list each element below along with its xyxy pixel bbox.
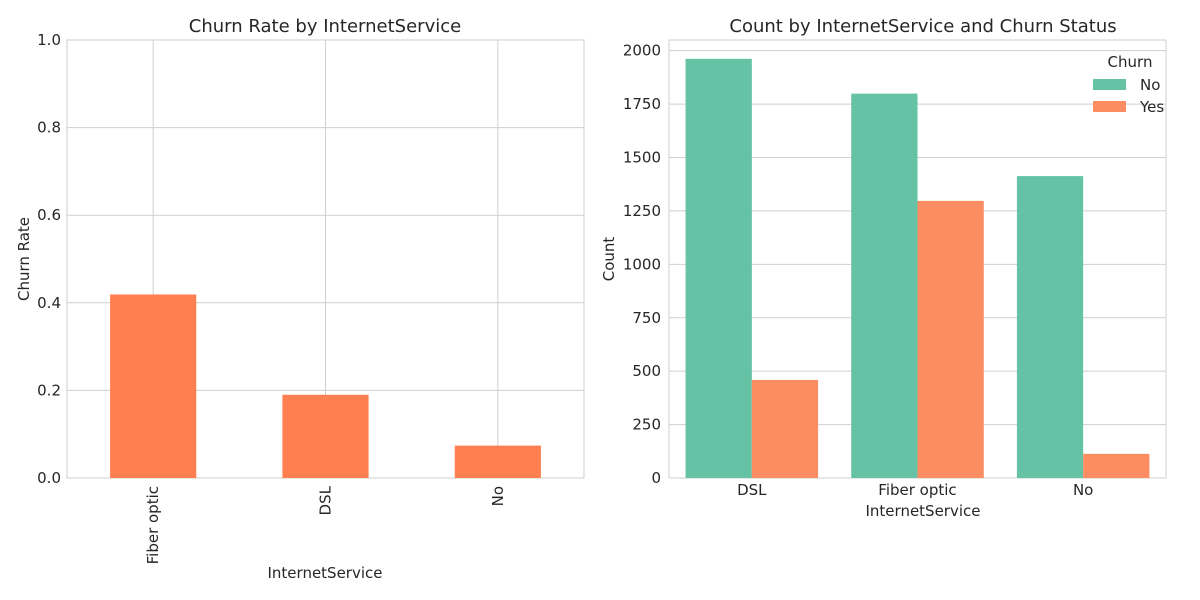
bars [110, 294, 541, 478]
y-tick-labels: 0 250 500 750 1000 1250 1500 1750 2000 [623, 42, 661, 487]
y-tick-label: 0.8 [37, 119, 61, 137]
y-tick-label: 0.4 [37, 294, 61, 312]
x-tick-labels: Fiber optic DSL No [144, 485, 507, 564]
bar [851, 93, 918, 478]
x-tick-labels: DSL Fiber optic No [737, 481, 1093, 499]
x-tick-label: Fiber optic [144, 486, 162, 564]
y-tick-label: 500 [632, 362, 661, 380]
y-tick-label: 1750 [623, 95, 661, 113]
legend-swatch [1093, 101, 1126, 112]
y-tick-label: 1500 [623, 149, 661, 167]
bar [110, 294, 197, 478]
y-tick-label: 250 [632, 416, 661, 434]
x-axis-label: InternetService [268, 564, 383, 582]
x-tick-label: Fiber optic [878, 481, 956, 499]
chart-title: Count by InternetService and Churn Statu… [729, 16, 1116, 37]
y-tick-label: 0.6 [37, 206, 61, 224]
y-tick-label: 2000 [623, 42, 661, 60]
legend-label: No [1140, 76, 1160, 94]
legend: Churn No Yes [1093, 53, 1164, 116]
legend-swatch [1093, 79, 1126, 90]
bar [1016, 176, 1084, 478]
churn-rate-chart: Churn Rate by InternetService 0.00.20.40… [15, 16, 585, 582]
y-tick-labels: 0.0 0.2 0.4 0.6 0.8 1.0 [37, 31, 61, 487]
x-tick-label: No [1073, 481, 1093, 499]
y-tick-label: 0 [651, 469, 661, 487]
bars [685, 58, 1150, 479]
bar [1083, 453, 1150, 478]
y-tick-label: 0.0 [37, 469, 61, 487]
bar [917, 200, 984, 478]
legend-title: Churn [1108, 53, 1153, 71]
x-tick-label: DSL [317, 485, 335, 515]
y-tick-label: 1000 [623, 255, 661, 273]
bar [282, 394, 369, 478]
bar [685, 58, 752, 479]
count-by-churn-chart: Count by InternetService and Churn Statu… [600, 16, 1167, 520]
y-tick-label: 1250 [623, 202, 661, 220]
x-tick-label: DSL [737, 481, 767, 499]
legend-label: Yes [1139, 98, 1164, 116]
y-axis-label: Churn Rate [15, 217, 33, 301]
y-axis-label: Count [600, 237, 618, 282]
x-axis-label: InternetService [866, 502, 981, 520]
x-tick-label: No [489, 486, 507, 506]
y-tick-label: 750 [632, 309, 661, 327]
y-tick-label: 0.2 [37, 381, 61, 399]
bar [751, 379, 819, 478]
y-tick-label: 1.0 [37, 31, 61, 49]
chart-title: Churn Rate by InternetService [189, 16, 461, 37]
bar [454, 445, 541, 478]
